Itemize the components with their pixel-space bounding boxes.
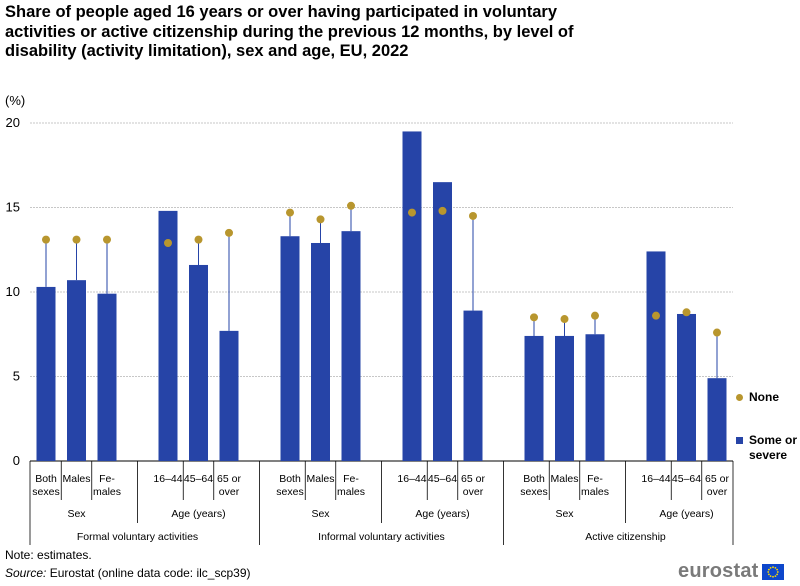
x-group-label: Active citizenship	[585, 531, 666, 543]
x-tick-label: Both sexes	[276, 473, 303, 498]
x-tick-label: 65 or over	[217, 473, 241, 498]
bar-some-or-severe	[524, 335, 544, 461]
y-axis-unit: (%)	[5, 93, 26, 108]
dot-none	[408, 208, 416, 217]
x-subgroup-label: Sex	[67, 508, 86, 520]
bar-some-or-severe	[341, 231, 361, 461]
bar-some-or-severe	[280, 236, 300, 461]
y-tick-label: 20	[6, 115, 20, 130]
dot-none	[194, 235, 203, 244]
source-label: Source:	[5, 566, 47, 580]
bar-some-or-severe	[707, 378, 727, 461]
x-tick-label: Fe-males	[93, 473, 121, 498]
legend-item-none: None	[736, 390, 779, 405]
x-tick-label: 16–44	[641, 473, 670, 485]
x-tick-label: 65 or over	[461, 473, 485, 498]
x-tick-label: 16–44	[153, 473, 182, 485]
dot-none	[560, 315, 569, 324]
x-subgroup-label: Age (years)	[415, 508, 469, 520]
legend-bar-marker	[736, 437, 743, 444]
dot-none	[652, 311, 660, 320]
x-group-label: Formal voluntary activities	[77, 531, 198, 543]
x-tick-label: 65 or over	[705, 473, 729, 498]
x-subgroup-label: Sex	[555, 508, 574, 520]
x-tick-label: Fe-males	[581, 473, 609, 498]
dot-none	[225, 228, 233, 237]
dot-none	[72, 235, 81, 244]
x-subgroup-label: Age (years)	[171, 508, 225, 520]
bar-some-or-severe	[97, 293, 117, 461]
x-tick-label: Both sexes	[32, 473, 59, 498]
y-tick-label: 0	[13, 453, 20, 468]
dot-none	[103, 235, 111, 244]
dot-none	[469, 211, 477, 220]
x-tick-label: Males	[550, 473, 578, 485]
x-tick-label: Both sexes	[520, 473, 547, 498]
bar-some-or-severe	[67, 280, 86, 461]
bar-some-or-severe	[463, 310, 483, 461]
bar-some-or-severe	[555, 335, 574, 461]
x-tick-label: Males	[306, 473, 334, 485]
bar-some-or-severe	[433, 182, 452, 461]
eurostat-logo: eurostat	[678, 560, 784, 583]
dot-none	[530, 313, 538, 322]
x-subgroup-label: Age (years)	[659, 508, 713, 520]
dot-none	[347, 201, 355, 210]
dot-none	[316, 215, 325, 224]
dot-none	[286, 208, 294, 217]
x-tick-label: Fe-males	[337, 473, 365, 498]
bar-some-or-severe	[677, 313, 696, 461]
logo-text: eurostat	[678, 560, 759, 582]
x-tick-label: Males	[62, 473, 90, 485]
x-group-label: Informal voluntary activities	[318, 531, 445, 543]
legend-label-some-or-severe: Some or severe	[749, 433, 798, 462]
x-tick-label: 45–64	[428, 473, 457, 485]
dot-none	[682, 308, 691, 317]
bar-some-or-severe	[402, 131, 422, 461]
bar-some-or-severe	[219, 330, 239, 461]
bar-some-or-severe	[311, 242, 330, 461]
legend-label-none: None	[749, 390, 779, 404]
dot-none	[42, 235, 50, 244]
y-tick-label: 15	[6, 200, 20, 215]
bar-some-or-severe	[158, 210, 178, 461]
dot-none	[164, 238, 172, 247]
legend-dot-marker	[736, 394, 743, 401]
source-text: Eurostat (online data code: ilc_scp39)	[49, 566, 251, 580]
dot-none	[438, 206, 447, 215]
chart-note: Note: estimates.	[5, 548, 92, 562]
bar-some-or-severe	[36, 286, 56, 461]
bar-some-or-severe	[189, 264, 208, 461]
x-tick-label: 16–44	[397, 473, 426, 485]
y-tick-label: 5	[13, 369, 20, 384]
chart-title: Share of people aged 16 years or over ha…	[5, 3, 574, 60]
x-tick-label: 45–64	[184, 473, 213, 485]
dot-none	[591, 311, 599, 320]
y-tick-label: 10	[6, 284, 20, 299]
x-tick-label: 45–64	[672, 473, 701, 485]
x-subgroup-label: Sex	[311, 508, 330, 520]
bar-some-or-severe	[646, 251, 666, 461]
chart-source: Source: Eurostat (online data code: ilc_…	[5, 566, 251, 580]
dot-none	[713, 328, 721, 337]
bar-some-or-severe	[585, 334, 605, 461]
legend-item-some-or-severe: Some or severe	[736, 433, 798, 463]
eu-flag-icon	[761, 563, 784, 580]
